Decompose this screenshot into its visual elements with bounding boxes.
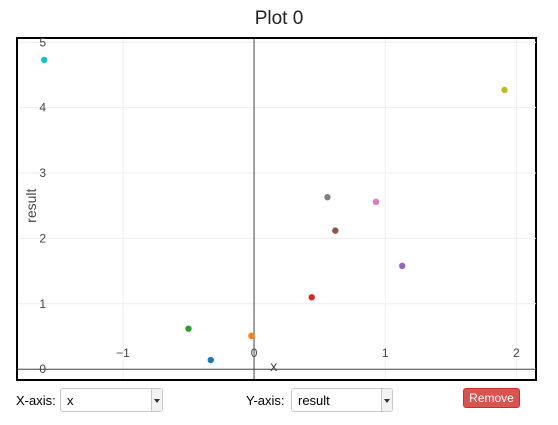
y-tick-label: 1 (39, 297, 46, 311)
data-point (185, 325, 192, 332)
data-point (399, 262, 406, 270)
chevron-down-icon (154, 399, 160, 403)
x-tick-label: 0 (251, 346, 258, 360)
remove-button[interactable]: Remove (463, 388, 520, 408)
plot-controls: X-axis: x Y-axis: result Remove (0, 385, 558, 425)
y-axis-select-button[interactable] (381, 389, 392, 411)
data-point (207, 356, 214, 364)
data-point (372, 198, 380, 206)
chevron-down-icon (384, 399, 390, 403)
data-point (248, 332, 255, 340)
data-point (324, 194, 331, 201)
x-tick-label: 2 (513, 346, 520, 360)
x-tick-label: −1 (116, 346, 130, 360)
y-tick-label: 4 (39, 101, 46, 115)
y-tick-label: 5 (39, 35, 46, 49)
plot-title: Plot 0 (254, 8, 304, 29)
y-tick-label: 2 (39, 231, 46, 245)
plot-frame[interactable] (16, 37, 537, 381)
y-axis-label: Y-axis: (246, 393, 285, 408)
data-point (332, 227, 339, 234)
x-axis-title: x (270, 358, 277, 374)
y-tick-label: 3 (39, 166, 46, 180)
data-point (501, 86, 508, 94)
y-axis-select-value: result (298, 393, 330, 408)
x-tick-label: 1 (382, 346, 389, 360)
x-axis-label: X-axis: (16, 393, 56, 408)
y-tick-label: 0 (39, 362, 46, 376)
x-axis-select-button[interactable] (151, 389, 162, 411)
y-axis-select[interactable]: result (291, 388, 393, 412)
x-axis-select-value: x (67, 393, 74, 408)
x-axis-select[interactable]: x (60, 388, 163, 412)
data-point (41, 56, 48, 64)
y-axis-title: result (23, 189, 39, 223)
data-point (308, 294, 315, 301)
